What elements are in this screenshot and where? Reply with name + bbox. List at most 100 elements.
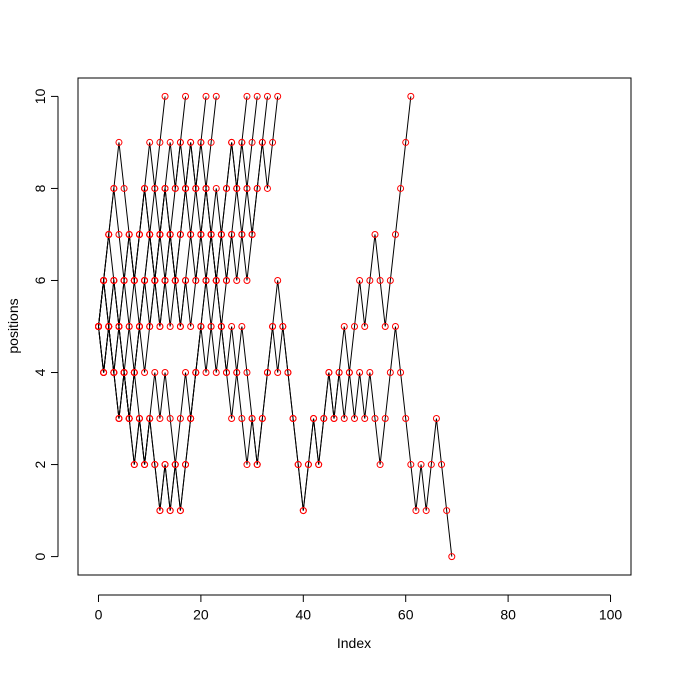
point	[166, 415, 174, 423]
point	[166, 138, 174, 146]
point	[274, 276, 282, 284]
x-tick-label: 40	[296, 606, 312, 622]
point	[386, 369, 394, 377]
point	[182, 461, 190, 469]
point	[166, 507, 174, 515]
point	[243, 184, 251, 192]
point	[371, 230, 379, 238]
x-tick-label: 0	[95, 606, 103, 622]
point	[197, 138, 205, 146]
point	[376, 276, 384, 284]
plot-box	[77, 77, 632, 576]
point	[443, 507, 451, 515]
point	[279, 323, 287, 330]
point	[381, 323, 389, 330]
point	[166, 323, 174, 330]
point	[238, 323, 246, 330]
point	[361, 323, 369, 330]
point	[161, 276, 169, 284]
point	[402, 415, 410, 423]
point	[222, 184, 230, 192]
point	[233, 276, 241, 284]
y-axis-label: positions	[5, 298, 21, 353]
point	[161, 461, 169, 469]
point	[130, 461, 138, 469]
y-tick-label: 4	[32, 368, 48, 376]
point	[176, 230, 184, 238]
point	[386, 276, 394, 284]
point	[243, 461, 251, 469]
point	[161, 92, 169, 100]
point	[187, 230, 195, 238]
point	[315, 461, 323, 469]
point	[115, 138, 123, 146]
series-line	[97, 96, 268, 327]
point	[391, 323, 399, 330]
series-line	[97, 96, 412, 511]
point	[141, 276, 149, 284]
series-line	[97, 96, 279, 373]
point	[289, 415, 297, 423]
point	[304, 461, 312, 469]
point	[110, 184, 118, 192]
point	[263, 184, 271, 192]
point	[217, 230, 225, 238]
point	[407, 461, 415, 469]
point	[407, 92, 415, 100]
point	[228, 230, 236, 238]
point	[125, 230, 133, 238]
point	[299, 507, 307, 515]
point	[176, 138, 184, 146]
point	[253, 461, 261, 469]
point	[156, 415, 164, 423]
point	[115, 230, 123, 238]
point	[135, 230, 143, 238]
point	[182, 92, 190, 100]
point	[320, 415, 328, 423]
y-tick-label: 10	[32, 88, 48, 104]
point	[171, 184, 179, 192]
point	[151, 184, 159, 192]
point	[115, 323, 123, 330]
point	[212, 184, 220, 192]
point	[171, 461, 179, 469]
point	[156, 138, 164, 146]
point	[263, 92, 271, 100]
point	[212, 369, 220, 377]
point	[248, 138, 256, 146]
point	[238, 230, 246, 238]
point	[228, 415, 236, 423]
point	[120, 369, 128, 377]
point	[146, 415, 154, 423]
point	[135, 323, 143, 330]
point	[412, 507, 420, 515]
point	[274, 92, 282, 100]
point	[340, 323, 348, 330]
point	[422, 507, 430, 515]
point	[105, 323, 113, 330]
point	[182, 369, 190, 377]
point	[166, 230, 174, 238]
point	[243, 92, 251, 100]
point	[110, 369, 118, 377]
x-tick-label: 20	[193, 606, 209, 622]
point	[330, 415, 338, 423]
point	[171, 276, 179, 284]
point	[125, 415, 133, 423]
x-tick-label: 60	[398, 606, 414, 622]
point	[176, 415, 184, 423]
point	[105, 230, 113, 238]
point	[228, 138, 236, 146]
point	[100, 369, 108, 377]
point	[130, 369, 138, 377]
point	[253, 184, 261, 192]
point	[130, 276, 138, 284]
point	[325, 369, 333, 377]
point	[202, 92, 210, 100]
point	[207, 230, 215, 238]
point	[141, 184, 149, 192]
point	[228, 323, 236, 330]
point	[248, 415, 256, 423]
x-tick-label: 100	[599, 606, 623, 622]
